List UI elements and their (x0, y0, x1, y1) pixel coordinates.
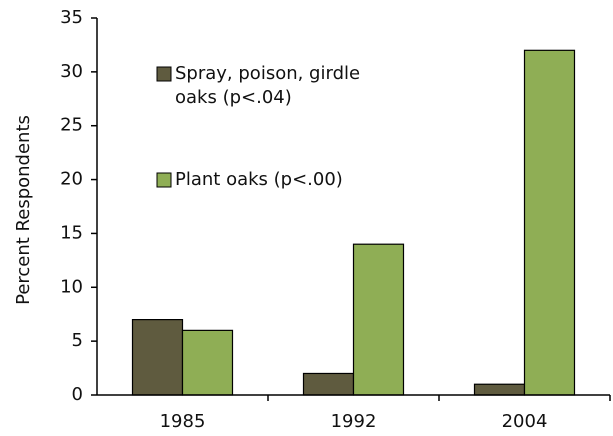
bar (302, 372, 355, 396)
y-tick-label: 35 (60, 7, 83, 28)
y-tick-label: 0 (72, 384, 83, 405)
y-tick-label: 20 (60, 169, 83, 190)
x-tick-label: 2004 (502, 411, 548, 432)
y-tick-label: 10 (60, 276, 83, 297)
x-tick-label: 1985 (160, 411, 206, 432)
legend-swatch (156, 66, 172, 82)
bar (523, 49, 576, 396)
bar (181, 329, 234, 396)
legend-swatch (156, 172, 172, 188)
y-axis-label: Percent Respondents (13, 115, 34, 305)
y-tick-label: 25 (60, 115, 83, 136)
bar (131, 319, 184, 396)
legend-label: Spray, poison, girdle oaks (p<.04) (175, 63, 361, 108)
bar (473, 383, 526, 396)
y-tick-label: 5 (72, 330, 83, 351)
bar (352, 243, 405, 396)
legend-label: Plant oaks (p<.00) (175, 169, 343, 190)
y-tick-label: 30 (60, 61, 83, 82)
y-tick-label: 15 (60, 222, 83, 243)
x-tick-label: 1992 (331, 411, 377, 432)
